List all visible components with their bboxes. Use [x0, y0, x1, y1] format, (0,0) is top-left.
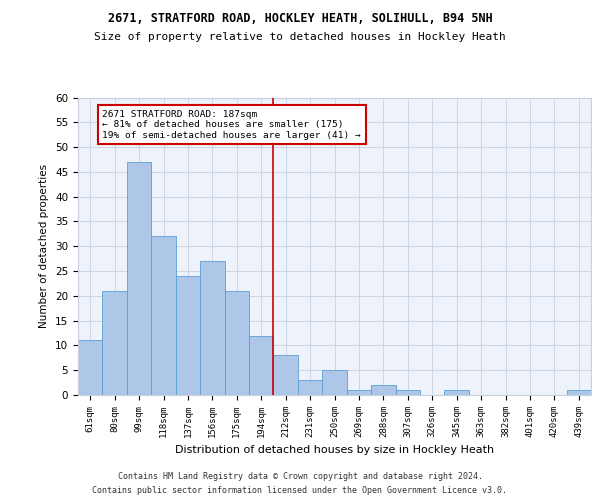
Bar	[127, 162, 151, 395]
Bar	[445, 390, 469, 395]
Y-axis label: Number of detached properties: Number of detached properties	[40, 164, 49, 328]
Bar	[151, 236, 176, 395]
Bar	[566, 390, 591, 395]
Text: 2671, STRATFORD ROAD, HOCKLEY HEATH, SOLIHULL, B94 5NH: 2671, STRATFORD ROAD, HOCKLEY HEATH, SOL…	[107, 12, 493, 26]
Bar	[176, 276, 200, 395]
Bar	[347, 390, 371, 395]
Bar	[78, 340, 103, 395]
Bar	[298, 380, 322, 395]
Bar	[371, 385, 395, 395]
Bar	[274, 356, 298, 395]
Bar	[249, 336, 274, 395]
X-axis label: Distribution of detached houses by size in Hockley Heath: Distribution of detached houses by size …	[175, 446, 494, 456]
Text: Size of property relative to detached houses in Hockley Heath: Size of property relative to detached ho…	[94, 32, 506, 42]
Bar	[103, 291, 127, 395]
Text: Contains HM Land Registry data © Crown copyright and database right 2024.: Contains HM Land Registry data © Crown c…	[118, 472, 482, 481]
Text: 2671 STRATFORD ROAD: 187sqm
← 81% of detached houses are smaller (175)
19% of se: 2671 STRATFORD ROAD: 187sqm ← 81% of det…	[103, 110, 361, 140]
Bar	[395, 390, 420, 395]
Bar	[200, 261, 224, 395]
Text: Contains public sector information licensed under the Open Government Licence v3: Contains public sector information licen…	[92, 486, 508, 495]
Bar	[322, 370, 347, 395]
Bar	[224, 291, 249, 395]
